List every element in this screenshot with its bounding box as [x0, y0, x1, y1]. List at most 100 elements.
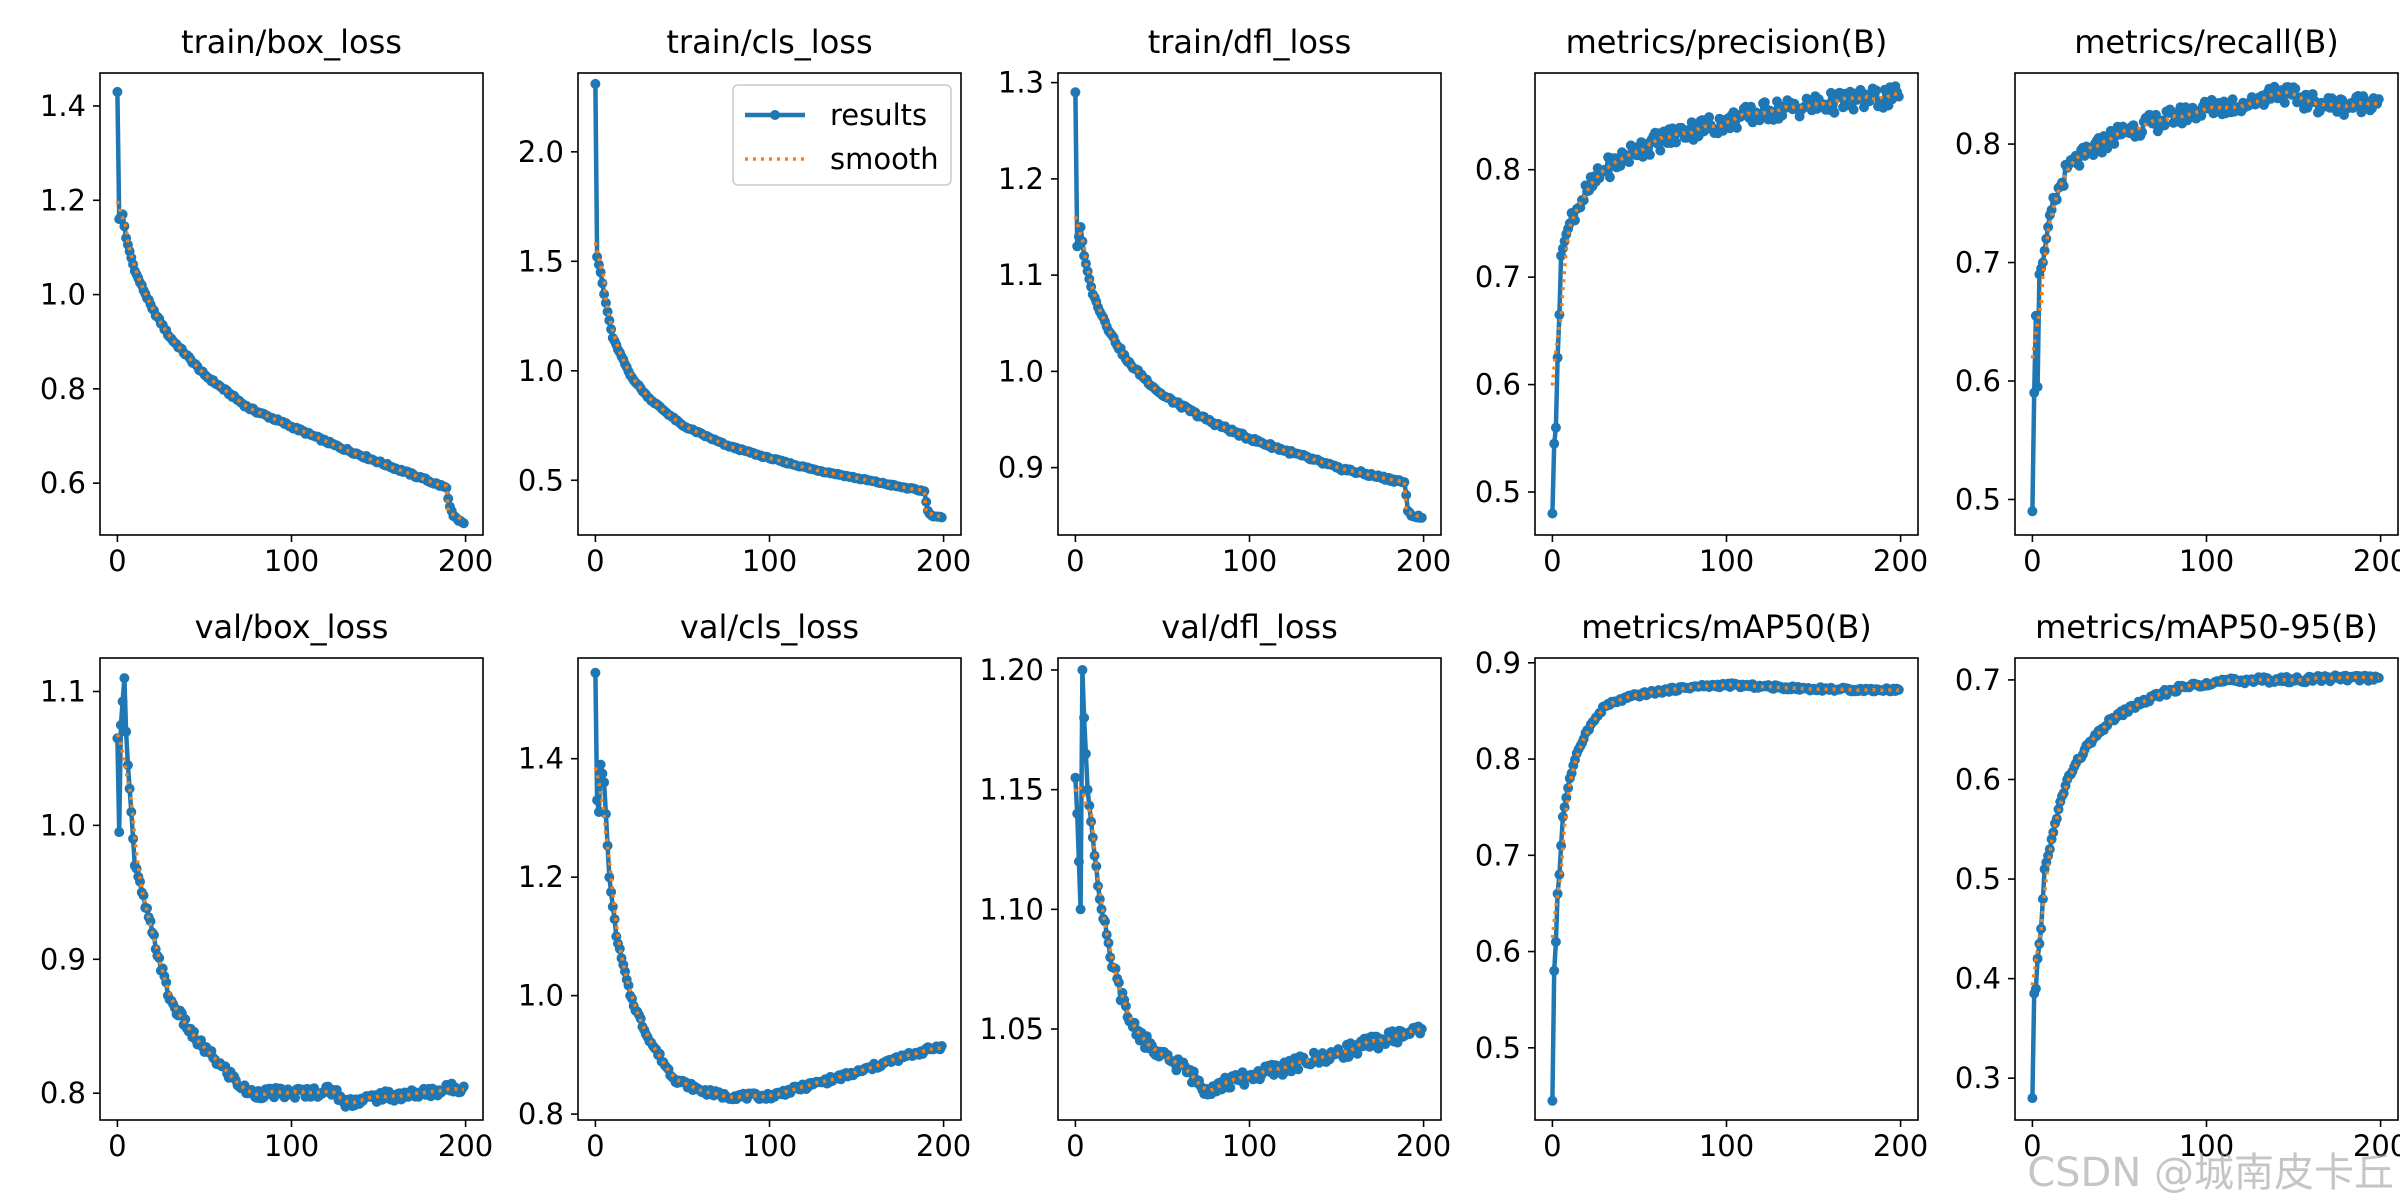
- x-tick-label: 100: [1222, 544, 1277, 578]
- y-tick-label: 0.4: [1955, 962, 2001, 996]
- data-point: [145, 916, 156, 927]
- data-point: [157, 963, 168, 974]
- data-point: [1624, 157, 1634, 168]
- y-tick-label: 1.1: [40, 674, 86, 708]
- x-tick-label: 200: [916, 544, 971, 578]
- subplot-train-cls-loss: 0 100 200 0.5 1.0 1.5 2.0 train/cls_lossresults…: [518, 23, 971, 578]
- csdn-watermark: CSDN @城南皮卡丘: [2027, 1150, 2394, 1196]
- data-point: [119, 673, 130, 684]
- y-tick-label: 1.5: [518, 244, 564, 278]
- x-tick-label: 0: [586, 544, 604, 578]
- x-tick-label: 200: [1396, 544, 1451, 578]
- data-point: [1079, 712, 1090, 723]
- x-tick-label: 0: [1543, 1129, 1561, 1163]
- data-point: [2227, 94, 2238, 105]
- data-point: [1239, 1079, 1250, 1090]
- subplot-val-cls-loss: 0 100 200 0.8 1.0 1.2 1.4 val/cls_loss: [518, 608, 971, 1163]
- results-line: [2030, 673, 2380, 1099]
- data-point: [1655, 145, 1666, 156]
- data-point: [2030, 983, 2041, 994]
- data-point: [2074, 160, 2085, 171]
- legend-results-marker: [770, 110, 780, 120]
- y-tick-label: 1.2: [998, 162, 1044, 196]
- x-tick-label: 200: [916, 1129, 971, 1163]
- y-tick-label: 0.7: [1955, 246, 2001, 280]
- y-tick-label: 1.2: [40, 183, 86, 217]
- y-tick-label: 0.8: [1955, 127, 2001, 161]
- data-point: [1073, 856, 1084, 867]
- x-tick-label: 100: [2179, 1129, 2234, 1163]
- y-tick-label: 0.3: [1955, 1061, 2001, 1095]
- data-point: [1416, 1024, 1427, 1034]
- legend-results-label: results: [830, 98, 927, 132]
- x-tick-label: 200: [2353, 1129, 2400, 1163]
- subplot-title: val/dfl_loss: [1161, 608, 1338, 646]
- x-tick-label: 100: [1699, 1129, 1754, 1163]
- data-point: [441, 482, 452, 493]
- subplot-metrics-map50-b-: 0 100 200 0.5 0.6 0.7 0.8 0.9 metrics/mAP50(B): [1475, 608, 1928, 1163]
- axes-frame: [2014, 657, 2399, 1121]
- x-tick-label: 200: [438, 1129, 493, 1163]
- axes-frame: [1057, 72, 1442, 536]
- data-point: [2279, 97, 2290, 108]
- subplot-title: train/cls_loss: [666, 23, 872, 61]
- y-tick-label: 0.6: [1955, 762, 2001, 796]
- data-point: [1557, 811, 1568, 822]
- y-tick-label: 0.6: [1955, 364, 2001, 398]
- results-markers: [112, 673, 469, 1112]
- x-tick-label: 100: [742, 544, 797, 578]
- axes-frame: [99, 72, 484, 536]
- data-point: [2043, 222, 2054, 232]
- data-point: [1399, 477, 1410, 488]
- y-tick-label: 1.1: [998, 258, 1044, 292]
- data-point: [2196, 110, 2207, 121]
- x-tick-label: 0: [108, 544, 126, 578]
- y-tick-label: 1.10: [979, 892, 1044, 926]
- data-point: [1087, 832, 1098, 843]
- data-point: [1671, 137, 1681, 148]
- x-tick-label: 100: [2179, 544, 2234, 578]
- data-point: [112, 733, 123, 744]
- y-tick-label: 0.8: [40, 1076, 86, 1110]
- x-tick-label: 0: [2023, 544, 2041, 578]
- data-point: [122, 760, 133, 771]
- data-point: [1225, 1082, 1236, 1093]
- axes-frame: [99, 657, 484, 1121]
- subplot-title: train/box_loss: [181, 23, 402, 61]
- y-tick-label: 0.6: [40, 466, 86, 500]
- x-tick-label: 100: [742, 1129, 797, 1163]
- data-point: [189, 1026, 199, 1037]
- data-point: [1549, 438, 1560, 449]
- data-point: [2151, 109, 2161, 120]
- y-tick-label: 0.7: [1475, 260, 1521, 294]
- data-point: [1416, 512, 1427, 523]
- y-tick-label: 1.2: [518, 860, 564, 894]
- y-tick-label: 2.0: [518, 135, 564, 169]
- y-tick-label: 0.8: [40, 372, 86, 406]
- data-point: [114, 827, 125, 838]
- data-point: [2088, 150, 2099, 161]
- axes-frame: [2014, 72, 2399, 536]
- y-tick-label: 1.4: [40, 89, 86, 123]
- data-point: [620, 966, 630, 977]
- subplot-title: metrics/mAP50-95(B): [2035, 608, 2378, 646]
- y-tick-label: 0.6: [1475, 935, 1521, 969]
- smooth-line: [1550, 682, 1899, 939]
- x-tick-label: 0: [1066, 544, 1084, 578]
- subplot-title: val/box_loss: [195, 608, 389, 646]
- y-tick-label: 0.5: [1955, 862, 2001, 896]
- y-tick-label: 0.9: [1475, 646, 1521, 680]
- smooth-line: [593, 242, 943, 519]
- data-point: [919, 486, 930, 497]
- data-point: [2030, 310, 2041, 321]
- data-point: [2109, 138, 2120, 149]
- subplot-title: metrics/precision(B): [1566, 23, 1888, 61]
- data-point: [117, 696, 128, 707]
- data-point: [592, 795, 603, 806]
- data-point: [458, 518, 469, 529]
- smooth-line: [115, 200, 465, 523]
- data-point: [590, 667, 601, 678]
- data-point: [128, 833, 139, 844]
- results-markers: [2027, 81, 2384, 517]
- y-tick-label: 0.8: [518, 1097, 564, 1131]
